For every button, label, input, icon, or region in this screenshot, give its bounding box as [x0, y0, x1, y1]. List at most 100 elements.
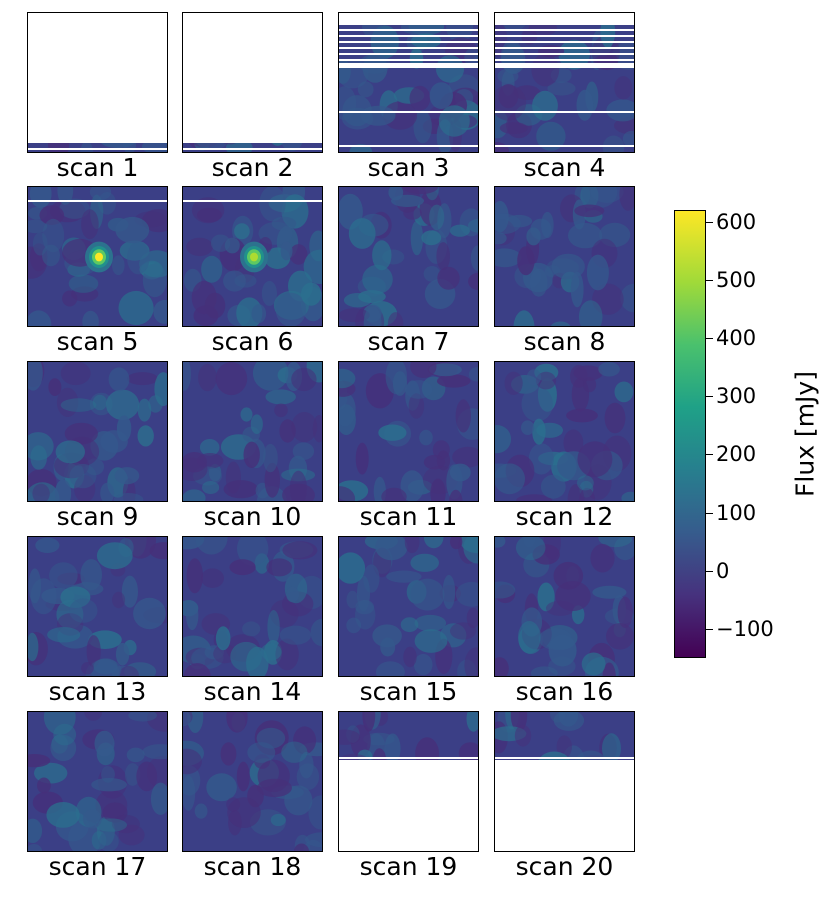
noise-blob [236, 761, 250, 792]
noise-blob [517, 246, 535, 276]
noise-blob [387, 312, 404, 326]
noise-blob [252, 362, 289, 391]
noise-blob [392, 371, 408, 396]
noise-blob [115, 642, 130, 666]
noise-blob [293, 843, 310, 851]
panel-scan-3 [338, 12, 479, 153]
noise-blob [111, 814, 140, 834]
noise-blob [590, 187, 624, 203]
noise-blob [121, 575, 138, 608]
panel-image [28, 187, 167, 326]
colorbar-tick-label: 300 [716, 384, 757, 409]
noise-blob [614, 381, 634, 403]
noise-blob [142, 744, 167, 760]
noise-blob [240, 407, 253, 422]
noise-blob [215, 362, 248, 396]
scan-gap-line [495, 29, 634, 31]
noise-blob [450, 537, 463, 550]
noise-blob [400, 470, 425, 501]
noise-blob [339, 552, 366, 584]
noise-blob [526, 227, 541, 246]
noise-blob [69, 463, 97, 489]
panel-label: scan 17 [48, 852, 147, 881]
noise-blob [261, 280, 277, 306]
noise-blob [614, 116, 634, 135]
noise-blob [303, 249, 322, 284]
noise-blob [227, 797, 261, 828]
noise-blob [558, 712, 579, 727]
noise-blob [186, 600, 199, 631]
noise-blob [614, 76, 633, 100]
noise-blob [400, 617, 419, 633]
noise-blob [86, 635, 101, 668]
noise-blob [449, 224, 470, 237]
noise-blob [381, 487, 407, 501]
noise-blob [580, 187, 599, 209]
noise-blob [114, 467, 140, 485]
noise-blob [28, 568, 42, 604]
panel-image [339, 537, 478, 676]
noise-blob [89, 187, 112, 201]
noise-blob [250, 414, 263, 434]
noise-blob [101, 766, 115, 783]
panel-label: scan 19 [359, 852, 458, 881]
scan-gap-line [183, 148, 322, 150]
noise-blob [194, 803, 208, 819]
panel-image [183, 13, 322, 152]
noise-blob [346, 617, 362, 634]
noise-blob [403, 646, 417, 668]
noise-blob [282, 483, 315, 501]
panel-image [28, 712, 167, 851]
colorbar-tick-label: −100 [716, 616, 774, 641]
colorbar-tick-label: 600 [716, 209, 757, 234]
scan-gap-line [495, 47, 634, 49]
noise-blob [186, 237, 213, 257]
noise-blob [82, 809, 102, 829]
noise-blob [590, 543, 615, 573]
noise-blob [339, 392, 356, 427]
noise-blob [555, 581, 591, 611]
noise-blob [82, 310, 99, 326]
noise-blob [372, 624, 402, 648]
noise-blob [438, 105, 470, 137]
noise-blob [455, 399, 471, 433]
panel-scan-12 [494, 361, 635, 502]
noise-blob [195, 537, 228, 555]
noise-blob [84, 712, 103, 721]
colorbar-tick [706, 396, 713, 398]
noise-blob [266, 558, 293, 577]
panel-label: scan 14 [203, 677, 302, 706]
noise-blob [242, 621, 261, 637]
noise-blob [414, 629, 448, 653]
noise-blob [573, 365, 603, 381]
noise-blob [183, 489, 206, 501]
noise-blob [526, 369, 542, 386]
noise-blob [28, 482, 60, 501]
noise-blob [60, 362, 91, 386]
noise-blob [289, 244, 308, 265]
scan-gap-line [339, 53, 478, 55]
noise-blob [29, 187, 52, 208]
noise-blob [514, 724, 532, 747]
noise-blob [495, 142, 509, 152]
noise-blob [246, 646, 269, 676]
panel-image [495, 362, 634, 501]
noise-blob [602, 135, 625, 152]
noise-blob [55, 440, 85, 464]
panel-scan-18 [182, 711, 323, 852]
panel-image [495, 712, 634, 851]
noise-blob [284, 785, 313, 816]
scan-gap-line [339, 145, 478, 147]
noise-blob [229, 559, 256, 576]
noise-blob [56, 387, 79, 417]
panel-image [28, 537, 167, 676]
noise-blob [81, 209, 99, 240]
noise-blob [42, 218, 65, 253]
noise-blob [210, 234, 231, 252]
panel-label: scan 13 [48, 677, 147, 706]
noise-blob [339, 368, 356, 389]
noise-blob [550, 321, 571, 326]
noise-blob [410, 220, 424, 256]
noise-blob [495, 232, 507, 245]
